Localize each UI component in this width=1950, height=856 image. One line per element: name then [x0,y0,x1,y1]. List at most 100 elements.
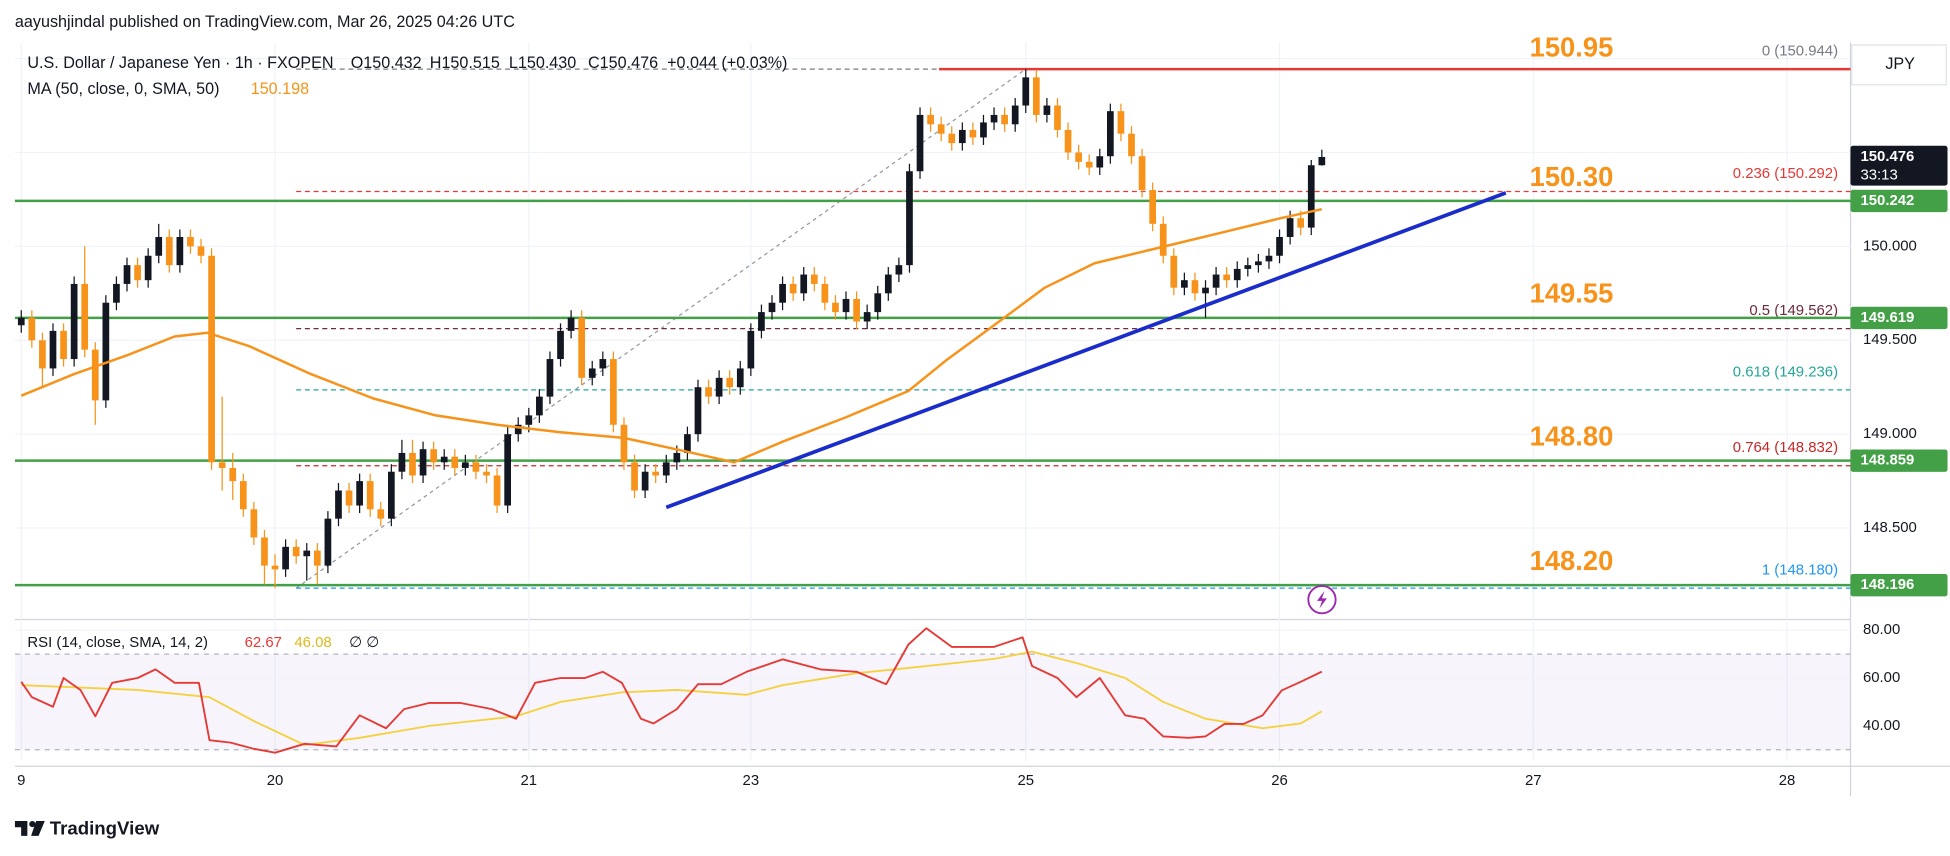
candle-body [1223,274,1231,281]
price-tag [1850,573,1948,597]
x-tick-label: 25 [1017,772,1034,789]
candle-body [1212,274,1220,288]
candle-body [60,330,67,360]
candle-body [504,434,512,506]
candle-body [1096,156,1104,168]
candle-body [958,129,966,144]
candle-body [874,293,882,313]
candle-body [430,449,437,463]
currency-box[interactable] [1851,44,1947,86]
candle-body [747,330,755,369]
level-text: 148.20 [1530,545,1614,576]
candle-body [144,255,152,281]
x-tick-label: 9 [17,772,25,789]
logo-dot [29,820,36,828]
candle-body [1043,105,1051,115]
candle-body [155,236,163,256]
candle-body [176,236,184,266]
candle-body [419,449,427,476]
candle-body [662,462,670,476]
candle-body [292,546,300,557]
legend-text: 150.198 [251,80,309,98]
y-tick-label: 149.500 [1863,331,1917,348]
candle-body [1233,268,1241,281]
brand-name: TradingView [50,818,160,839]
legend-text: U.S. Dollar / Japanese Yen · 1h · FXOPEN [27,54,333,72]
fib-label: 0.618 (149.236) [1733,363,1838,380]
candle-body [49,330,57,369]
fib-label: 0 (150.944) [1762,43,1838,60]
candle-body [387,471,395,519]
rsi-sma-line [21,650,1323,746]
candle-body [684,434,691,453]
candle-body [906,171,913,266]
candle-body [81,283,89,350]
legend-text: H150.515 [430,54,500,72]
level-text: 148.80 [1530,420,1614,451]
logo-slash [31,820,45,836]
rsi-band [14,654,1851,750]
candle-body [398,452,406,472]
rsi-line [20,627,1323,754]
candle-body [39,340,46,369]
candle-body [134,265,141,281]
candle-body [1085,161,1093,168]
candle-body [557,330,564,360]
logo-seven [14,820,28,836]
candle-body [1244,265,1252,269]
candle-body [736,368,744,388]
fib-label: 0.5 (149.562) [1749,302,1838,319]
countdown: 33:13 [1860,167,1897,184]
candle-body [1011,105,1019,125]
candle-body [91,349,99,401]
price-tag [1850,449,1948,472]
price-tag [1850,145,1948,186]
candle-body [113,283,120,303]
candle-body [1191,280,1199,294]
candle-body [578,317,586,378]
candle-body [271,565,279,570]
candle-body [863,312,871,322]
legend-text: 62.67 [245,634,282,651]
candle-body [1128,133,1135,157]
candle-body [779,283,786,303]
candle-body [916,114,924,172]
legend-text: O150.432 [351,54,422,72]
candle-body [483,471,490,476]
candle-body [927,114,934,125]
alert-bolt [1316,590,1327,609]
resistance-text: 150.95 [1530,31,1614,62]
candle-body [17,317,25,326]
y-tick-label: 148.500 [1863,519,1917,536]
candle-body [1286,218,1294,237]
candle-body [620,424,628,463]
candle-body [1117,111,1125,134]
candle-body [821,283,829,303]
candle-body [440,456,448,463]
candle-body [536,396,543,416]
candle-body [1064,129,1072,153]
candle-body [715,377,723,397]
legend: U.S. Dollar / Japanese Yen · 1h · FXOPEN… [27,54,787,651]
x-tick-label: 28 [1779,772,1796,789]
candle-body [261,537,268,566]
candle-body [969,129,977,138]
candle-body [937,124,945,134]
candle-body [726,377,734,388]
candle-body [631,462,638,491]
y-tick-label: 149.000 [1863,425,1917,442]
candle-body [409,452,416,476]
alert-icon[interactable] [1307,585,1337,615]
candle-body [588,368,596,378]
candle-body [1181,280,1188,288]
x-tick-label: 27 [1525,772,1542,789]
candle-body [472,462,480,472]
candle-body [229,467,237,482]
candle-body [1318,156,1326,166]
x-tick-label: 26 [1271,772,1288,789]
candle-body [377,509,385,519]
candle-body [1149,190,1157,224]
